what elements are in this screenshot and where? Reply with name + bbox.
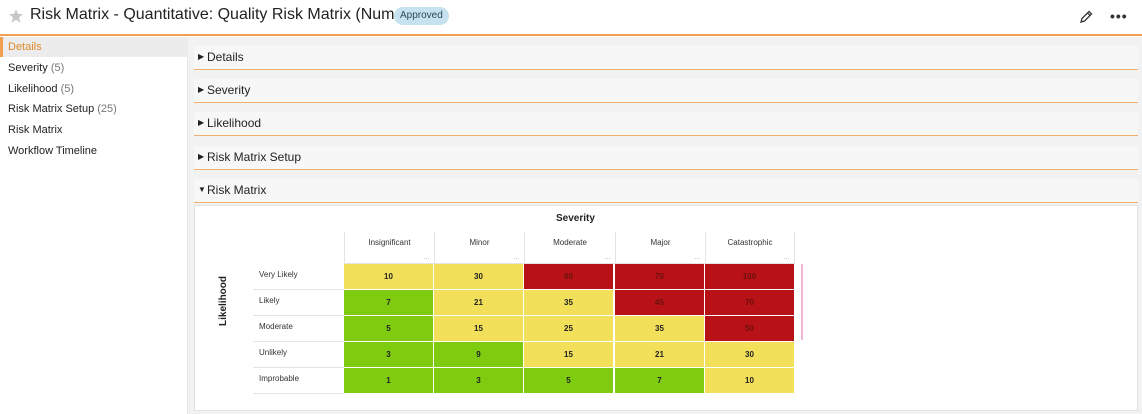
matrix-cell[interactable]: 10	[344, 264, 434, 290]
column-header-insignificant: Insignificant …	[344, 232, 434, 264]
caret-right-icon: ▶	[198, 85, 205, 94]
column-header-label: Insignificant	[368, 238, 411, 247]
matrix-cell[interactable]: 5	[344, 316, 434, 342]
sidebar-item-details[interactable]: Details	[0, 37, 188, 57]
more-icon[interactable]: •••	[1110, 8, 1128, 24]
section-header-severity[interactable]: ▶ Severity	[194, 79, 1138, 103]
selection-highlight	[801, 264, 803, 340]
column-menu-icon[interactable]: …	[783, 254, 790, 261]
page-title: Risk Matrix - Quantitative: Quality Risk…	[30, 6, 426, 23]
matrix-cell[interactable]: 35	[524, 290, 614, 316]
matrix-cell[interactable]: 7	[615, 368, 705, 394]
sidebar-item-likelihood[interactable]: Likelihood (5)	[0, 79, 188, 99]
sidebar-item-count: (25)	[97, 103, 117, 115]
main-content: ▶ Details ▶ Severity ▶ Likelihood ▶ Risk…	[188, 37, 1142, 414]
row-header-likely: Likely	[253, 290, 344, 316]
section-header-details[interactable]: ▶ Details	[194, 46, 1138, 70]
row-header-unlikely: Unlikely	[253, 342, 344, 368]
column-header-moderate: Moderate …	[524, 232, 615, 264]
matrix-cell[interactable]: 30	[434, 264, 524, 290]
matrix-cell[interactable]: 35	[615, 316, 705, 342]
sidebar-item-workflow-timeline[interactable]: Workflow Timeline	[0, 141, 188, 161]
matrix-cell[interactable]: 70	[705, 290, 795, 316]
row-header-very-likely: Very Likely	[253, 264, 344, 290]
sidebar-item-label: Severity	[8, 62, 48, 74]
column-header-major: Major …	[615, 232, 705, 264]
matrix-cell[interactable]: 21	[615, 342, 705, 368]
section-header-risk-matrix-setup[interactable]: ▶ Risk Matrix Setup	[194, 146, 1138, 170]
caret-right-icon: ▶	[198, 118, 205, 127]
sidebar-item-count: (5)	[60, 83, 75, 95]
section-header-likelihood[interactable]: ▶ Likelihood	[194, 112, 1138, 136]
matrix-cell[interactable]: 10	[705, 368, 795, 394]
caret-right-icon: ▶	[198, 52, 205, 61]
severity-axis-title: Severity	[556, 213, 595, 224]
pencil-icon[interactable]	[1078, 9, 1094, 25]
sidebar-item-label: Likelihood	[8, 83, 58, 95]
row-header-moderate: Moderate	[253, 316, 344, 342]
column-header-minor: Minor …	[434, 232, 524, 264]
caret-down-icon: ▼	[198, 185, 206, 194]
matrix-cell[interactable]: 70	[615, 264, 705, 290]
matrix-cell[interactable]: 100	[705, 264, 795, 290]
section-title: Severity	[207, 83, 251, 97]
column-header-label: Catastrophic	[727, 238, 773, 247]
matrix-cell[interactable]: 7	[344, 290, 434, 316]
matrix-cell[interactable]: 1	[344, 368, 434, 394]
column-header-catastrophic: Catastrophic …	[705, 232, 795, 264]
section-title: Risk Matrix	[207, 183, 267, 197]
matrix-cell[interactable]: 50	[705, 316, 795, 342]
section-header-risk-matrix[interactable]: ▼ Risk Matrix	[194, 179, 1138, 203]
column-header-label: Moderate	[553, 238, 587, 247]
matrix-cell[interactable]: 15	[434, 316, 524, 342]
section-title: Risk Matrix Setup	[207, 150, 302, 164]
row-header-improbable: Improbable	[253, 368, 344, 394]
column-header-label: Major	[650, 238, 671, 247]
star-icon[interactable]	[8, 8, 24, 24]
section-title: Details	[207, 50, 244, 64]
matrix-cell[interactable]: 3	[434, 368, 524, 394]
status-badge: Approved	[394, 7, 449, 25]
column-menu-icon[interactable]: …	[513, 254, 520, 261]
matrix-cell[interactable]: 9	[434, 342, 524, 368]
matrix-cell[interactable]: 25	[524, 316, 614, 342]
matrix-cell[interactable]: 60	[524, 264, 614, 290]
sidebar-item-label: Risk Matrix	[8, 124, 63, 136]
risk-matrix-panel: Severity Likelihood Insignificant … Mino…	[194, 205, 1138, 411]
matrix-cell[interactable]: 45	[615, 290, 705, 316]
matrix-cell[interactable]: 21	[434, 290, 524, 316]
sidebar-item-label: Details	[8, 41, 42, 53]
column-header-label: Minor	[469, 238, 490, 247]
page-header: Risk Matrix - Quantitative: Quality Risk…	[0, 0, 1142, 36]
caret-right-icon: ▶	[198, 152, 205, 161]
column-menu-icon[interactable]: …	[604, 254, 611, 261]
likelihood-axis-title: Likelihood	[218, 276, 229, 326]
sidebar: Details Severity (5) Likelihood (5) Risk…	[0, 37, 188, 414]
sidebar-item-label: Workflow Timeline	[8, 145, 98, 157]
sidebar-item-risk-matrix[interactable]: Risk Matrix	[0, 120, 188, 140]
column-menu-icon[interactable]: …	[694, 254, 701, 261]
sidebar-item-severity[interactable]: Severity (5)	[0, 58, 188, 78]
sidebar-item-risk-matrix-setup[interactable]: Risk Matrix Setup (25)	[0, 99, 188, 119]
matrix-cell[interactable]: 5	[524, 368, 614, 394]
sidebar-item-label: Risk Matrix Setup	[8, 103, 95, 115]
matrix-cell[interactable]: 15	[524, 342, 614, 368]
column-menu-icon[interactable]: …	[423, 254, 430, 261]
matrix-cell[interactable]: 30	[705, 342, 795, 368]
sidebar-item-count: (5)	[50, 62, 65, 74]
matrix-cell[interactable]: 3	[344, 342, 434, 368]
section-title: Likelihood	[207, 116, 262, 130]
